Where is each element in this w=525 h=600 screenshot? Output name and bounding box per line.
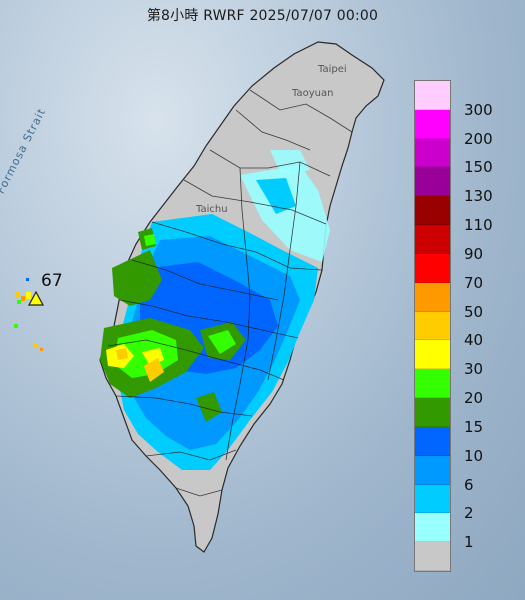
legend-swatch — [415, 81, 450, 110]
legend-label: 10 — [464, 446, 484, 465]
legend-swatch — [415, 398, 450, 427]
legend-label: 200 — [464, 129, 493, 148]
legend-swatch — [415, 484, 450, 514]
rainfall-legend — [414, 80, 451, 572]
legend-swatch — [415, 542, 450, 571]
county-boundaries — [107, 89, 353, 497]
legend-label: 300 — [464, 100, 493, 119]
legend-label: 20 — [464, 389, 484, 408]
legend-label: 150 — [464, 158, 493, 177]
legend-label: 30 — [464, 360, 484, 379]
place-label-taichung: Taichu — [196, 204, 228, 215]
legend-swatch — [415, 369, 450, 399]
legend-swatch — [415, 109, 450, 139]
legend-label: 6 — [464, 475, 474, 494]
legend-label: 50 — [464, 302, 484, 321]
place-label-taoyuan: Taoyuan — [292, 88, 334, 99]
legend-label: 90 — [464, 244, 484, 263]
legend-label: 130 — [464, 187, 493, 206]
legend-swatch — [415, 513, 450, 543]
legend-swatch — [415, 138, 450, 168]
legend-swatch — [415, 225, 450, 254]
legend-label: 1 — [464, 533, 474, 552]
place-label-taipei: Taipei — [318, 64, 347, 75]
map-title: 第8小時 RWRF 2025/07/07 00:00 — [146, 8, 379, 24]
legend-swatch — [415, 282, 450, 312]
legend-swatch — [415, 167, 450, 197]
legend-label: 70 — [464, 273, 484, 292]
max-rain-value: 67 — [41, 271, 63, 291]
legend-swatch — [415, 196, 450, 226]
legend-label: 110 — [464, 216, 493, 235]
legend-label: 15 — [464, 417, 484, 436]
legend-label: 2 — [464, 504, 474, 523]
legend-swatch — [415, 340, 450, 370]
rain-zone-15mm — [112, 250, 162, 306]
legend-label: 40 — [464, 331, 484, 350]
legend-swatch — [415, 426, 450, 456]
legend-swatch — [415, 311, 450, 341]
legend-swatch — [415, 455, 450, 485]
legend-swatch — [415, 253, 450, 283]
max-rain-marker — [27, 290, 45, 306]
penghu-islands — [14, 278, 43, 351]
rain-zone-40mm — [144, 358, 164, 382]
